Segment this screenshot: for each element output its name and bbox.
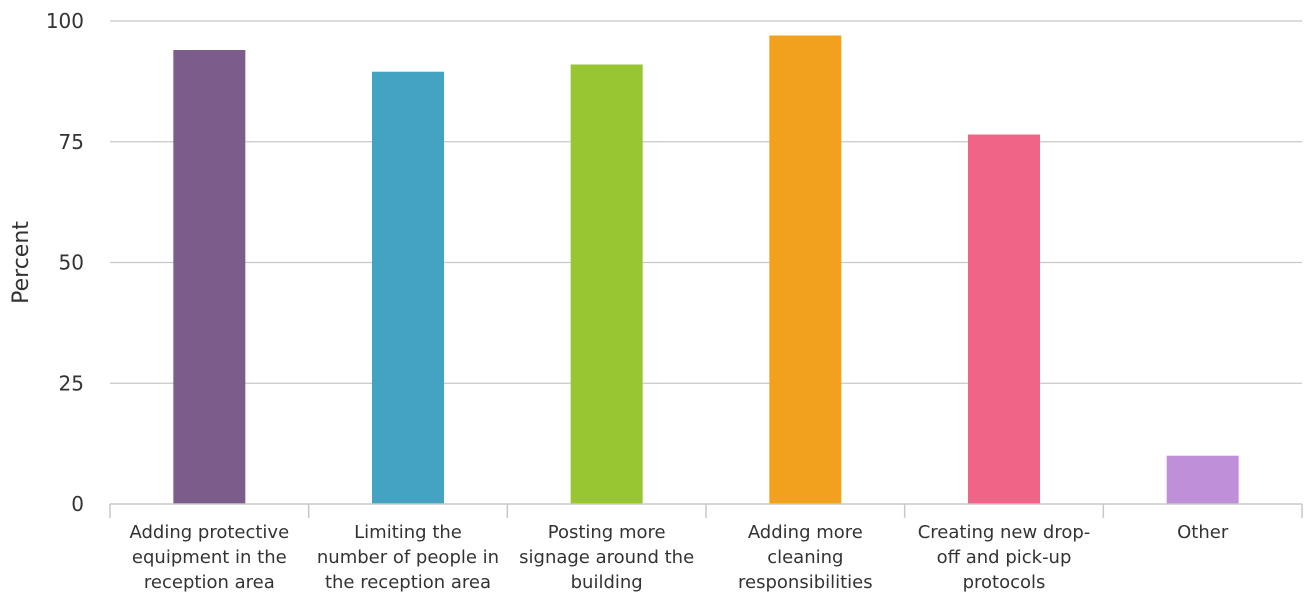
bar bbox=[372, 71, 444, 504]
x-category-label-line: cleaning bbox=[767, 547, 843, 568]
bar bbox=[173, 49, 246, 504]
y-tick-label: 100 bbox=[46, 9, 84, 33]
y-tick-label: 25 bbox=[59, 371, 84, 395]
x-category-label-line: building bbox=[571, 572, 643, 593]
y-tick-label: 75 bbox=[59, 130, 84, 154]
gridlines bbox=[110, 20, 1302, 384]
x-category-label: Other bbox=[1177, 522, 1229, 543]
x-axis-labels: Adding protective equipment in the recepti… bbox=[129, 522, 1228, 593]
x-category-label-line: the reception area bbox=[325, 572, 491, 593]
x-category-label-line: responsibilities bbox=[738, 572, 873, 593]
x-category-label-line: Posting more bbox=[548, 522, 666, 543]
x-category-label-line: Adding protective bbox=[129, 522, 289, 543]
x-category-label-line: Adding more bbox=[748, 522, 863, 543]
x-category-label-line: protocols bbox=[963, 572, 1046, 593]
x-category-label: Posting more signage around the building bbox=[519, 522, 694, 593]
y-tick-label: 0 bbox=[71, 492, 84, 516]
x-category-label-line: equipment in the bbox=[132, 547, 287, 568]
x-category-label-line: Limiting the bbox=[354, 522, 462, 543]
bars bbox=[173, 35, 1239, 505]
x-category-label-line: signage around the bbox=[519, 547, 694, 568]
x-category-label-line: Creating new drop- bbox=[918, 522, 1091, 543]
x-category-label: Limiting the number of people in the recep… bbox=[317, 522, 499, 593]
x-category-label-line: off and pick-up bbox=[937, 547, 1072, 568]
x-axis bbox=[109, 503, 1303, 518]
x-category-label: Adding more cleaning responsibilities bbox=[738, 522, 873, 593]
y-tick-label: 50 bbox=[59, 251, 84, 275]
x-category-label-line: number of people in bbox=[317, 547, 499, 568]
x-category-label: Adding protective equipment in the recepti… bbox=[129, 522, 289, 593]
bar bbox=[1166, 455, 1239, 504]
bar bbox=[570, 64, 643, 504]
bar bbox=[968, 134, 1040, 504]
x-category-label-line: Other bbox=[1177, 522, 1229, 543]
y-axis-ticks: 0 25 50 75 100 bbox=[46, 9, 84, 516]
x-category-label: Creating new drop-off and pick-up protoco… bbox=[918, 522, 1091, 593]
x-category-label-line: reception area bbox=[144, 572, 275, 593]
bar bbox=[769, 35, 842, 505]
y-axis-title: Percent bbox=[9, 221, 34, 304]
